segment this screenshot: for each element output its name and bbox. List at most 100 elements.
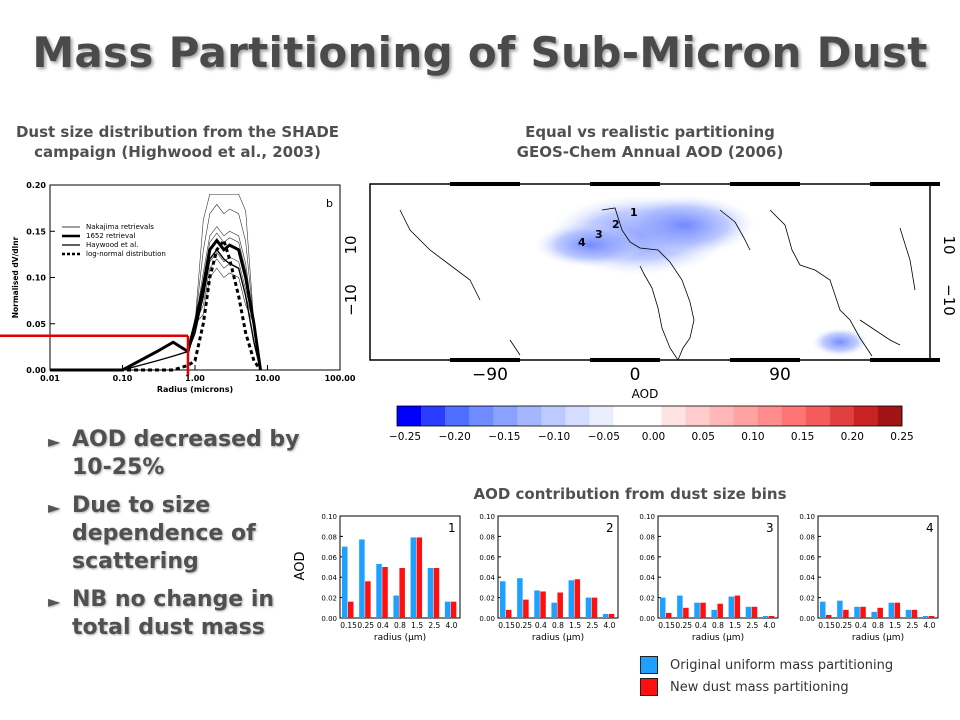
bar-x-tick-label: 0.8 (712, 621, 724, 630)
legend-swatch-red (640, 678, 658, 696)
bar-x-tick-label: 0.25 (675, 621, 692, 630)
bullet-text: Due to size dependence of scattering (72, 493, 256, 574)
bar (877, 607, 883, 618)
x-tick-label: 0.10 (113, 374, 133, 383)
bar-y-tick-label: 0.06 (639, 554, 655, 562)
bar-x-tick-label: 0.25 (357, 621, 374, 630)
coastline (769, 209, 873, 357)
coastline (719, 209, 751, 251)
bar-y-tick-label: 0.08 (321, 533, 337, 541)
bar-x-tick-label: 0.4 (695, 621, 707, 630)
colorbar-cell (445, 406, 470, 426)
colorbar-cell (589, 406, 614, 426)
bar-y-tick-label: 0.10 (639, 513, 655, 521)
bar (365, 581, 371, 618)
legend-swatch-blue (640, 656, 658, 674)
legend-entry: log-normal distribution (86, 250, 166, 258)
bar-x-tick-label: 0.15 (818, 621, 835, 630)
colorbar-tick-label: −0.20 (439, 431, 471, 443)
bar (860, 606, 866, 618)
coastline (509, 339, 521, 356)
colorbar-cell (397, 406, 422, 426)
aod-anomaly-blob (812, 328, 868, 356)
bar (608, 613, 615, 618)
bar-x-tick-label: 1.5 (569, 621, 581, 630)
bar-x-tick-label: 4.0 (763, 621, 775, 630)
bar-x-tick-label: 4.0 (603, 621, 615, 630)
bar-y-tick-label: 0.04 (799, 574, 815, 582)
bar-y-tick-label: 0.00 (639, 615, 655, 623)
bar (540, 591, 546, 618)
bar (768, 615, 775, 618)
nakajima-line (50, 267, 261, 371)
y-tick-label: 0.10 (26, 274, 46, 283)
colorbar-cell (469, 406, 494, 426)
bar (585, 597, 592, 618)
region-label: 1 (630, 206, 638, 219)
bar (871, 611, 877, 618)
bar-x-tick-label: 0.25 (515, 621, 532, 630)
bar-panel-label: 4 (926, 521, 934, 535)
bar-x-tick-label: 0.15 (340, 621, 357, 630)
bar-x-tick-label: 1.5 (729, 621, 741, 630)
bar (911, 609, 918, 618)
frame-tick-bar (730, 182, 800, 186)
slide-title: Mass Partitioning of Sub-Micron Dust (32, 28, 928, 77)
bar-legend: Original uniform mass partitioning New d… (640, 654, 893, 698)
bullet-item: ► NB no change in total dust mass (48, 586, 338, 642)
bar (517, 578, 523, 618)
x-tick-label: 1.00 (185, 374, 205, 383)
bar (854, 606, 860, 618)
coastline (399, 209, 481, 301)
bar (557, 592, 563, 618)
bar-x-tick-label: 0.25 (835, 621, 852, 630)
panel-label: b (326, 197, 333, 210)
bar-x-tick-label: 0.4 (855, 621, 867, 630)
frame-tick-bar (590, 358, 660, 362)
bar (427, 568, 434, 618)
coastline (899, 227, 916, 291)
bar-y-tick-label: 0.04 (479, 574, 495, 582)
colorbar-cell (685, 406, 710, 426)
legend-entry: Haywood et al. (86, 241, 138, 249)
bar-y-tick-label: 0.04 (321, 574, 337, 582)
y-tick-label: 0.20 (26, 181, 46, 190)
bullet-list: ► AOD decreased by 10-25% ► Due to size de… (48, 426, 338, 652)
bar (399, 568, 405, 618)
map-caption: Equal vs realistic partitioning GEOS-Che… (420, 122, 880, 162)
series-line (50, 248, 262, 371)
bar-y-tick-label: 0.08 (639, 533, 655, 541)
bar (694, 602, 700, 618)
bar (410, 537, 417, 618)
bar-y-tick-label: 0.06 (799, 554, 815, 562)
colorbar-tick-label: 0.10 (741, 431, 764, 443)
bar-x-tick-label: 2.5 (586, 621, 598, 630)
bar (700, 602, 706, 618)
arrow-bullet-icon: ► (48, 432, 61, 451)
frame-tick-bar (870, 358, 940, 362)
bar (888, 602, 895, 618)
bar-y-tick-label: 0.02 (639, 595, 655, 603)
region-label: 3 (595, 228, 603, 241)
x-tick-label: 0.01 (40, 374, 60, 383)
colorbar-tick-label: 0.20 (841, 431, 864, 443)
colorbar-tick-label: 0.00 (642, 431, 665, 443)
x-axis-label: Radius (microns) (157, 385, 233, 394)
x-tick-label: 10.00 (255, 374, 281, 383)
region-label: 2 (612, 218, 620, 231)
nakajima-line (50, 193, 261, 371)
bar (444, 601, 451, 618)
bar (717, 603, 723, 618)
y-tick-label: 0.05 (26, 320, 46, 329)
colorbar-cell (757, 406, 783, 426)
colorbar-tick-label: 0.15 (791, 431, 814, 443)
colorbar-cell (709, 406, 734, 426)
map-x-tick-label: −90 (472, 365, 508, 385)
colorbar-cell (565, 406, 590, 426)
bar (568, 580, 575, 618)
bar (551, 602, 557, 618)
bar-x-tick-label: 0.15 (658, 621, 675, 630)
bar (602, 613, 609, 618)
map-y-tick-label-right: −10 (940, 284, 958, 316)
colorbar-cell (517, 406, 542, 426)
